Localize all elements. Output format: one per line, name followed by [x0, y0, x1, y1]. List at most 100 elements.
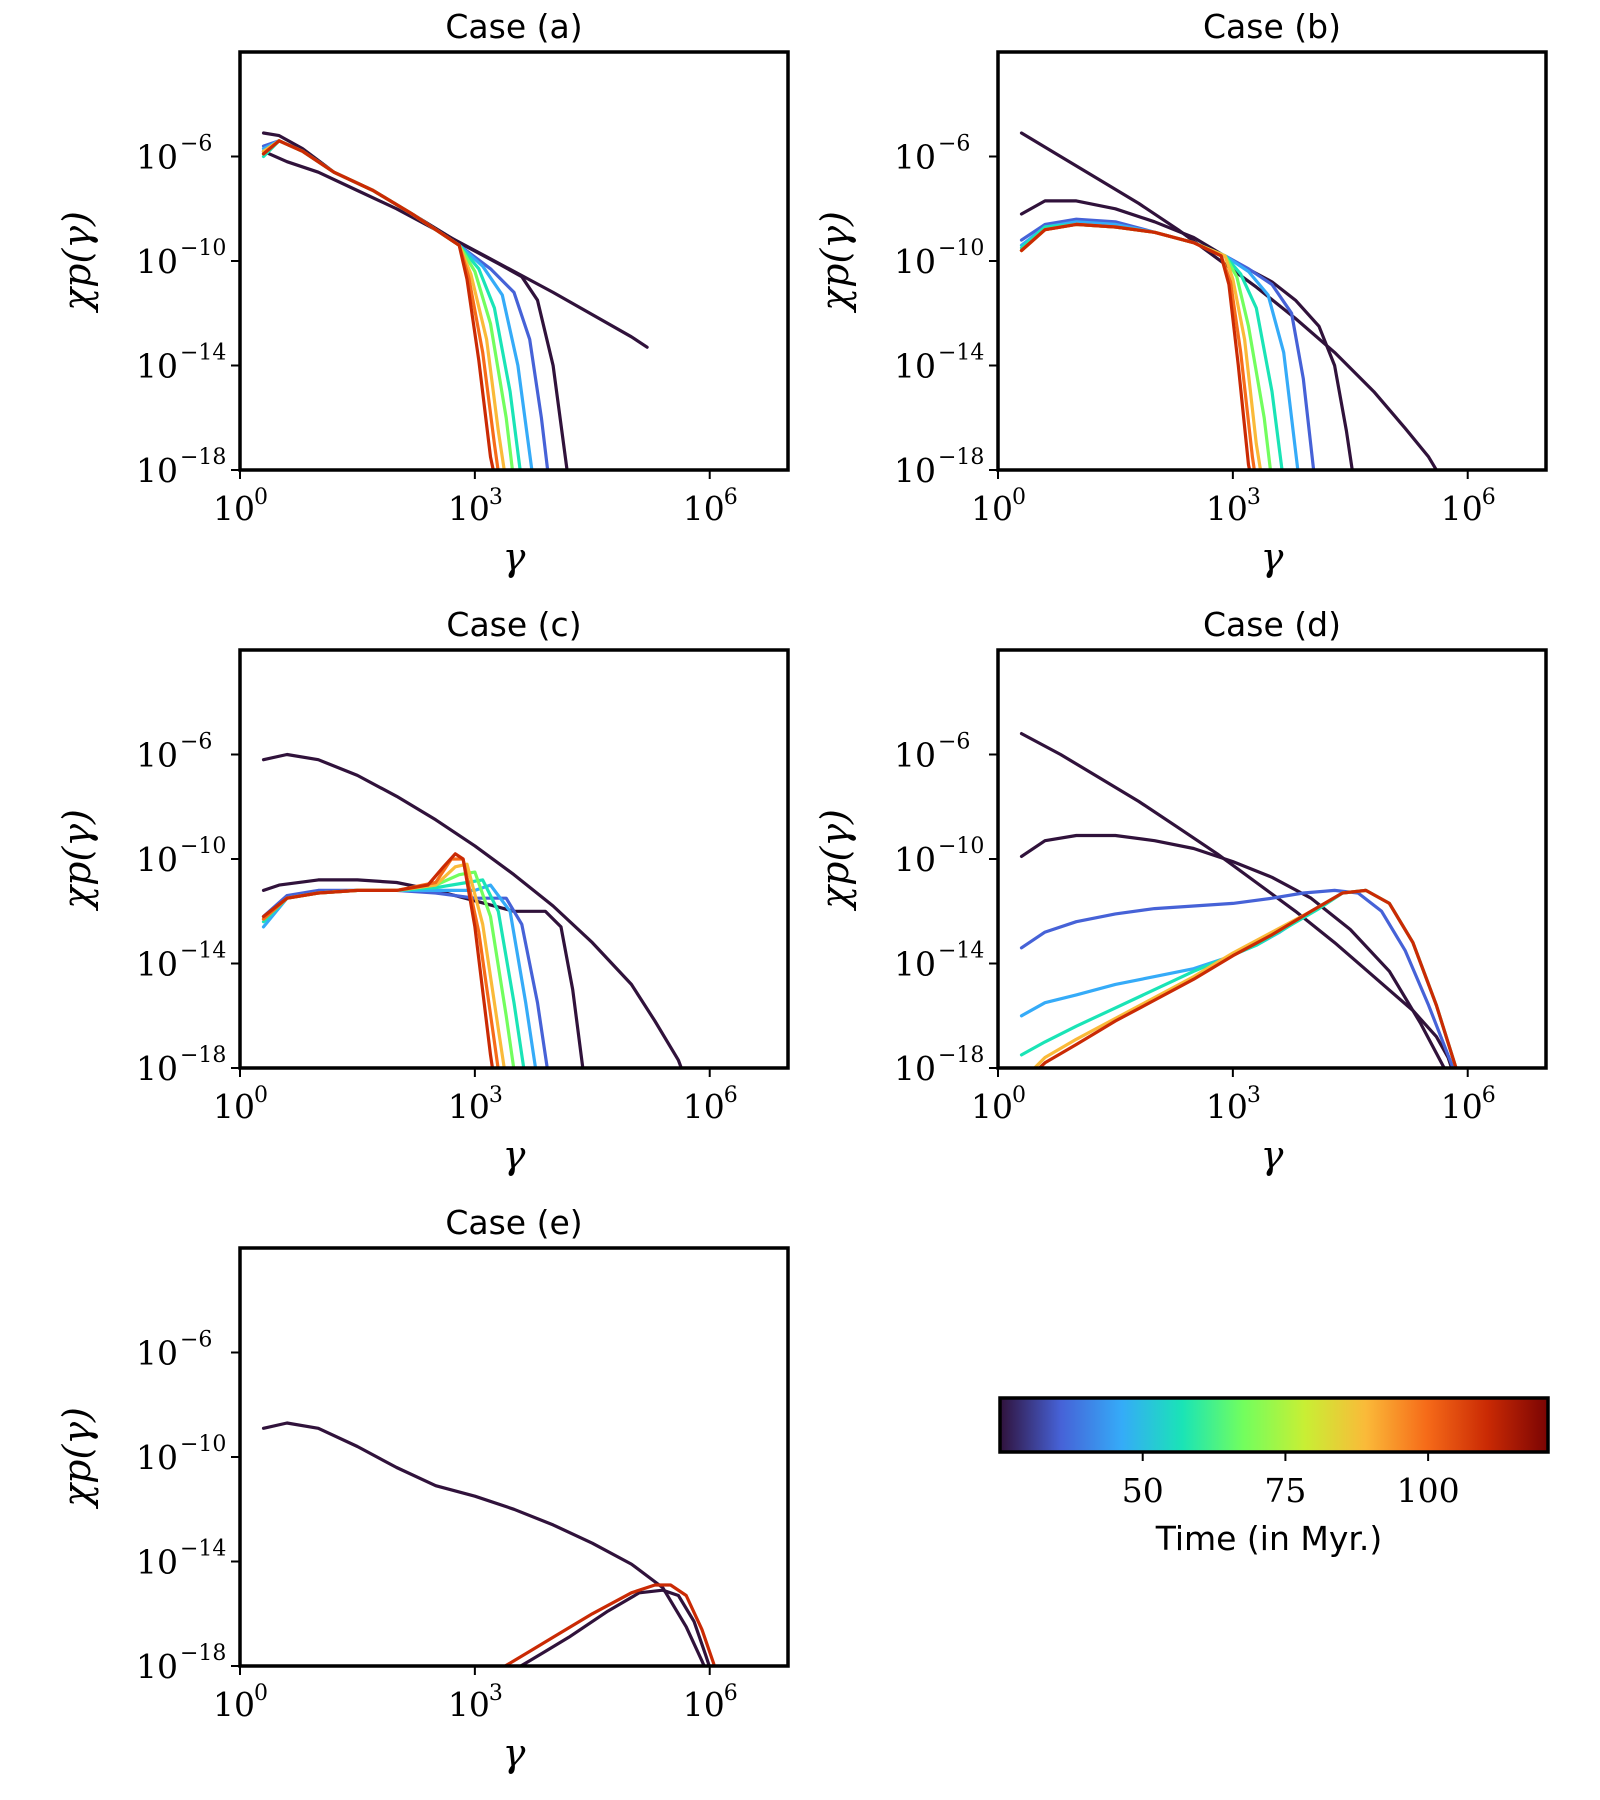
y-tick-label: 10: [136, 945, 178, 984]
series-line: [1019, 199, 1354, 470]
y-tick-exponent: −6: [938, 730, 970, 755]
x-tick-exponent: 6: [1482, 1083, 1496, 1108]
x-tick-exponent: 3: [1247, 1083, 1261, 1108]
y-tick-label: 10: [894, 945, 936, 984]
x-tick-exponent: 0: [254, 1681, 268, 1706]
y-tick-label: 10: [136, 736, 178, 775]
panel-title: Case (d): [1203, 605, 1341, 644]
series-line: [1019, 222, 1284, 470]
x-tick-exponent: 3: [489, 1681, 503, 1706]
y-tick-label: 10: [894, 242, 936, 281]
y-tick-label: 10: [894, 347, 936, 386]
x-axis-label: γ: [1261, 1133, 1284, 1177]
y-tick-exponent: −10: [180, 834, 226, 859]
colorbar-tick-label: 50: [1122, 1471, 1164, 1510]
y-tick-label: 10: [894, 1049, 936, 1088]
series-line: [1037, 888, 1458, 1068]
series-line: [261, 131, 569, 470]
x-tick-exponent: 0: [254, 485, 268, 510]
y-tick-exponent: −10: [180, 1432, 226, 1457]
x-tick-exponent: 6: [724, 1083, 738, 1108]
colorbar-gradient: [998, 1396, 1550, 1454]
series-line: [261, 139, 500, 470]
y-tick-label: 10: [894, 138, 936, 177]
series-line: [261, 149, 649, 349]
x-tick-label: 10: [1441, 489, 1483, 528]
plot-frame: [996, 648, 1548, 1070]
y-axis-label: χp(γ): [55, 211, 99, 314]
y-tick-label: 10: [894, 451, 936, 490]
y-tick-label: 10: [136, 242, 178, 281]
series-group: [1019, 131, 1439, 470]
x-tick-exponent: 3: [489, 1083, 503, 1108]
y-tick-label: 10: [136, 1334, 178, 1373]
x-tick-exponent: 6: [724, 1681, 738, 1706]
x-tick-label: 10: [1441, 1087, 1483, 1126]
y-axis-label: χp(γ): [55, 1407, 99, 1510]
y-tick-exponent: −18: [180, 1043, 226, 1068]
x-axis-label: γ: [503, 1133, 526, 1177]
x-tick-label: 10: [971, 489, 1013, 528]
x-tick-label: 10: [213, 1087, 255, 1126]
series-group: [1019, 732, 1458, 1068]
x-tick-label: 10: [448, 1087, 490, 1126]
series-line: [1019, 888, 1456, 1068]
colorbar-label: Time (in Myr.): [1155, 1519, 1383, 1558]
series-group: [261, 131, 649, 470]
panel-title: Case (a): [445, 7, 582, 46]
series-line: [261, 888, 549, 1068]
series-line: [1019, 222, 1263, 470]
y-tick-label: 10: [136, 1049, 178, 1088]
y-tick-exponent: −18: [938, 445, 984, 470]
y-tick-exponent: −6: [938, 132, 970, 157]
x-tick-label: 10: [448, 489, 490, 528]
y-tick-exponent: −14: [180, 341, 226, 366]
series-line: [261, 139, 495, 470]
panel-title: Case (b): [1203, 7, 1341, 46]
y-axis-label: χp(γ): [813, 809, 857, 912]
series-line: [1019, 222, 1252, 470]
colorbar-tick-label: 75: [1264, 1471, 1306, 1510]
colorbar: 50 75 100 Time (in Myr.): [998, 1396, 1550, 1558]
series-group: [261, 752, 684, 1068]
x-tick-label: 10: [213, 1685, 255, 1724]
series-line: [1019, 217, 1316, 470]
panel-title: Case (e): [445, 1203, 582, 1242]
x-tick-label: 10: [683, 1087, 725, 1126]
x-tick-label: 10: [971, 1087, 1013, 1126]
y-tick-exponent: −18: [938, 1043, 984, 1068]
series-line: [261, 1421, 706, 1666]
y-tick-exponent: −14: [938, 341, 984, 366]
x-tick-label: 10: [1206, 1087, 1248, 1126]
y-tick-exponent: −6: [180, 132, 212, 157]
y-tick-exponent: −14: [180, 1537, 226, 1562]
x-tick-label: 10: [1206, 489, 1248, 528]
y-tick-exponent: −18: [180, 1641, 226, 1666]
series-group: [261, 1421, 716, 1666]
series-line: [261, 139, 522, 470]
series-line: [261, 852, 495, 1068]
y-tick-label: 10: [136, 451, 178, 490]
x-tick-label: 10: [448, 1685, 490, 1724]
colorbar-ticks: 50 75 100: [1122, 1452, 1460, 1510]
x-tick-label: 10: [683, 1685, 725, 1724]
y-tick-label: 10: [136, 840, 178, 879]
y-tick-exponent: −10: [180, 236, 226, 261]
x-tick-exponent: 6: [1482, 485, 1496, 510]
series-line: [1019, 833, 1447, 1068]
y-tick-label: 10: [136, 1647, 178, 1686]
x-tick-exponent: 0: [1012, 1083, 1026, 1108]
y-tick-exponent: −10: [938, 236, 984, 261]
series-line: [1019, 131, 1439, 470]
x-tick-exponent: 0: [254, 1083, 268, 1108]
y-tick-label: 10: [894, 736, 936, 775]
series-line: [261, 752, 684, 1068]
series-line: [501, 1583, 716, 1666]
x-tick-exponent: 6: [724, 485, 738, 510]
